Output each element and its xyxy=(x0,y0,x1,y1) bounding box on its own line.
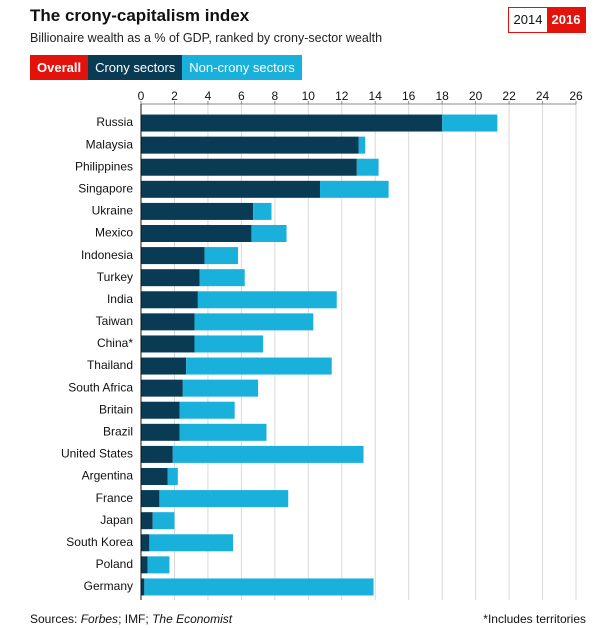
y-tick-label: South Africa xyxy=(68,380,133,394)
x-tick-label: 20 xyxy=(469,89,483,103)
bar-segment xyxy=(159,490,289,508)
bar-segment xyxy=(194,335,264,353)
bar-segment xyxy=(141,423,180,441)
bar-segment xyxy=(199,269,245,287)
x-tick-label: 10 xyxy=(302,89,316,103)
bar-segment xyxy=(141,158,357,176)
y-tick-label: Mexico xyxy=(95,226,133,240)
bar-segment xyxy=(141,534,150,552)
bar-segment xyxy=(141,225,252,242)
source-text: Sources: xyxy=(30,612,81,626)
y-tick-label: Russia xyxy=(96,115,133,129)
bar-segment xyxy=(141,114,443,132)
y-tick-label: South Korea xyxy=(66,535,133,549)
chart-subtitle: Billionaire wealth as a % of GDP, ranked… xyxy=(30,31,383,45)
y-tick-label: Germany xyxy=(84,579,133,593)
source-text: Forbes xyxy=(80,612,119,626)
bar-segment xyxy=(197,291,337,309)
bar-segment xyxy=(141,136,359,154)
y-tick-label: Indonesia xyxy=(81,248,133,262)
y-tick-label: Philippines xyxy=(75,159,133,173)
legend-tab[interactable]: Crony sectors xyxy=(88,55,183,80)
x-tick-label: 12 xyxy=(335,89,349,103)
x-tick-label: 22 xyxy=(502,89,516,103)
y-tick-label: Japan xyxy=(100,513,133,527)
bar-segment xyxy=(356,158,379,176)
x-tick-label: 24 xyxy=(536,89,550,103)
x-tick-label: 2 xyxy=(171,89,178,103)
y-tick-label: Poland xyxy=(96,557,133,571)
y-tick-label: Argentina xyxy=(82,469,134,483)
year-toggle: 2014 2016 xyxy=(508,7,586,33)
bar-segment xyxy=(144,578,374,596)
x-tick-label: 4 xyxy=(205,89,212,103)
bar-segment xyxy=(141,468,168,485)
bar-segment xyxy=(358,136,366,154)
y-tick-label: Brazil xyxy=(103,424,133,438)
bar-segment xyxy=(141,512,153,530)
y-tick-label: United States xyxy=(61,447,133,461)
x-tick-label: 18 xyxy=(435,89,449,103)
y-tick-label: Ukraine xyxy=(92,204,134,218)
bar-segment xyxy=(179,423,267,441)
y-tick-label: Malaysia xyxy=(86,137,134,151)
footnote: *Includes territories xyxy=(483,612,586,626)
bar-segment xyxy=(179,401,235,419)
bar-segment xyxy=(141,379,183,397)
bar-segment xyxy=(147,556,170,574)
x-tick-label: 16 xyxy=(402,89,416,103)
view-tabs: Overall Crony sectors Non-crony sectors xyxy=(30,55,302,80)
bar-segment xyxy=(141,247,205,265)
bar-segment xyxy=(141,313,195,331)
source-note: Sources: Forbes; IMF; The Economist xyxy=(30,612,232,626)
bar-segment xyxy=(141,269,200,287)
bar-segment xyxy=(186,357,332,375)
bar-segment xyxy=(141,357,187,375)
bar-segment xyxy=(251,225,287,242)
y-tick-label: Turkey xyxy=(97,270,133,284)
bar-segment xyxy=(141,556,148,574)
bar-segment xyxy=(141,490,160,508)
bar-segment xyxy=(182,379,259,397)
chart-title: The crony-capitalism index xyxy=(30,6,250,25)
x-tick-label: 14 xyxy=(369,89,383,103)
y-tick-label: Thailand xyxy=(87,358,133,372)
bar-segment xyxy=(141,291,198,309)
y-tick-label: India xyxy=(107,292,133,306)
bar-segment xyxy=(149,534,234,552)
year-button[interactable]: 2016 xyxy=(547,8,585,32)
bar-segment xyxy=(204,247,239,265)
bar-segment xyxy=(167,468,178,485)
bar-segment xyxy=(141,335,195,353)
bar-segment xyxy=(320,180,389,198)
x-tick-label: 26 xyxy=(569,89,583,103)
x-tick-label: 6 xyxy=(238,89,245,103)
source-text: The Economist xyxy=(152,612,233,626)
bar-segment xyxy=(141,578,145,596)
overall-tab[interactable]: Overall xyxy=(30,55,89,80)
bar-segment xyxy=(152,512,175,530)
y-tick-label: China* xyxy=(97,336,133,350)
bar-segment xyxy=(141,401,180,419)
y-tick-label: Britain xyxy=(99,402,133,416)
year-button[interactable]: 2014 xyxy=(509,8,547,32)
bar-segment xyxy=(141,202,254,220)
bar-segment xyxy=(141,180,321,198)
y-tick-label: France xyxy=(96,491,134,505)
bar-segment xyxy=(194,313,314,331)
x-tick-label: 0 xyxy=(138,89,145,103)
legend-tab[interactable]: Non-crony sectors xyxy=(182,55,302,80)
bar-segment xyxy=(442,114,498,132)
x-tick-label: 8 xyxy=(272,89,279,103)
source-text: ; IMF; xyxy=(118,612,153,626)
bar-segment xyxy=(172,445,364,463)
bar-segment xyxy=(141,445,173,463)
y-tick-label: Taiwan xyxy=(96,314,133,328)
y-tick-label: Singapore xyxy=(78,181,133,195)
bar-segment xyxy=(253,202,272,220)
